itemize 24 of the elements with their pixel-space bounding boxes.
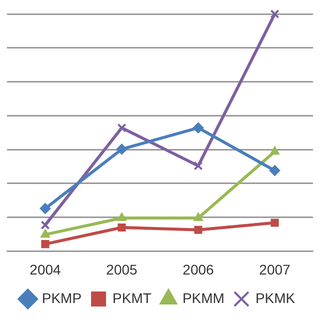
point xyxy=(270,9,280,19)
point xyxy=(194,161,203,170)
x-tick-label: 2007 xyxy=(259,261,291,278)
legend-label: PKMM xyxy=(182,290,224,306)
point xyxy=(41,240,50,248)
point xyxy=(270,218,279,227)
point xyxy=(269,165,280,176)
point xyxy=(117,123,126,132)
point xyxy=(194,226,202,234)
point xyxy=(118,223,126,232)
point xyxy=(40,220,50,230)
point xyxy=(193,212,204,221)
x-tick-label: 2006 xyxy=(182,261,214,278)
point xyxy=(40,229,50,238)
point xyxy=(40,203,51,214)
x-tick-label: 2004 xyxy=(30,261,62,278)
point xyxy=(270,146,280,155)
point xyxy=(192,122,204,134)
legend-label: PKMK xyxy=(255,290,296,306)
legend-label: PKMT xyxy=(112,290,152,306)
legend-label: PKMP xyxy=(42,290,82,306)
x-tick-label: 2005 xyxy=(106,261,138,278)
point xyxy=(116,212,127,221)
point xyxy=(116,144,128,155)
